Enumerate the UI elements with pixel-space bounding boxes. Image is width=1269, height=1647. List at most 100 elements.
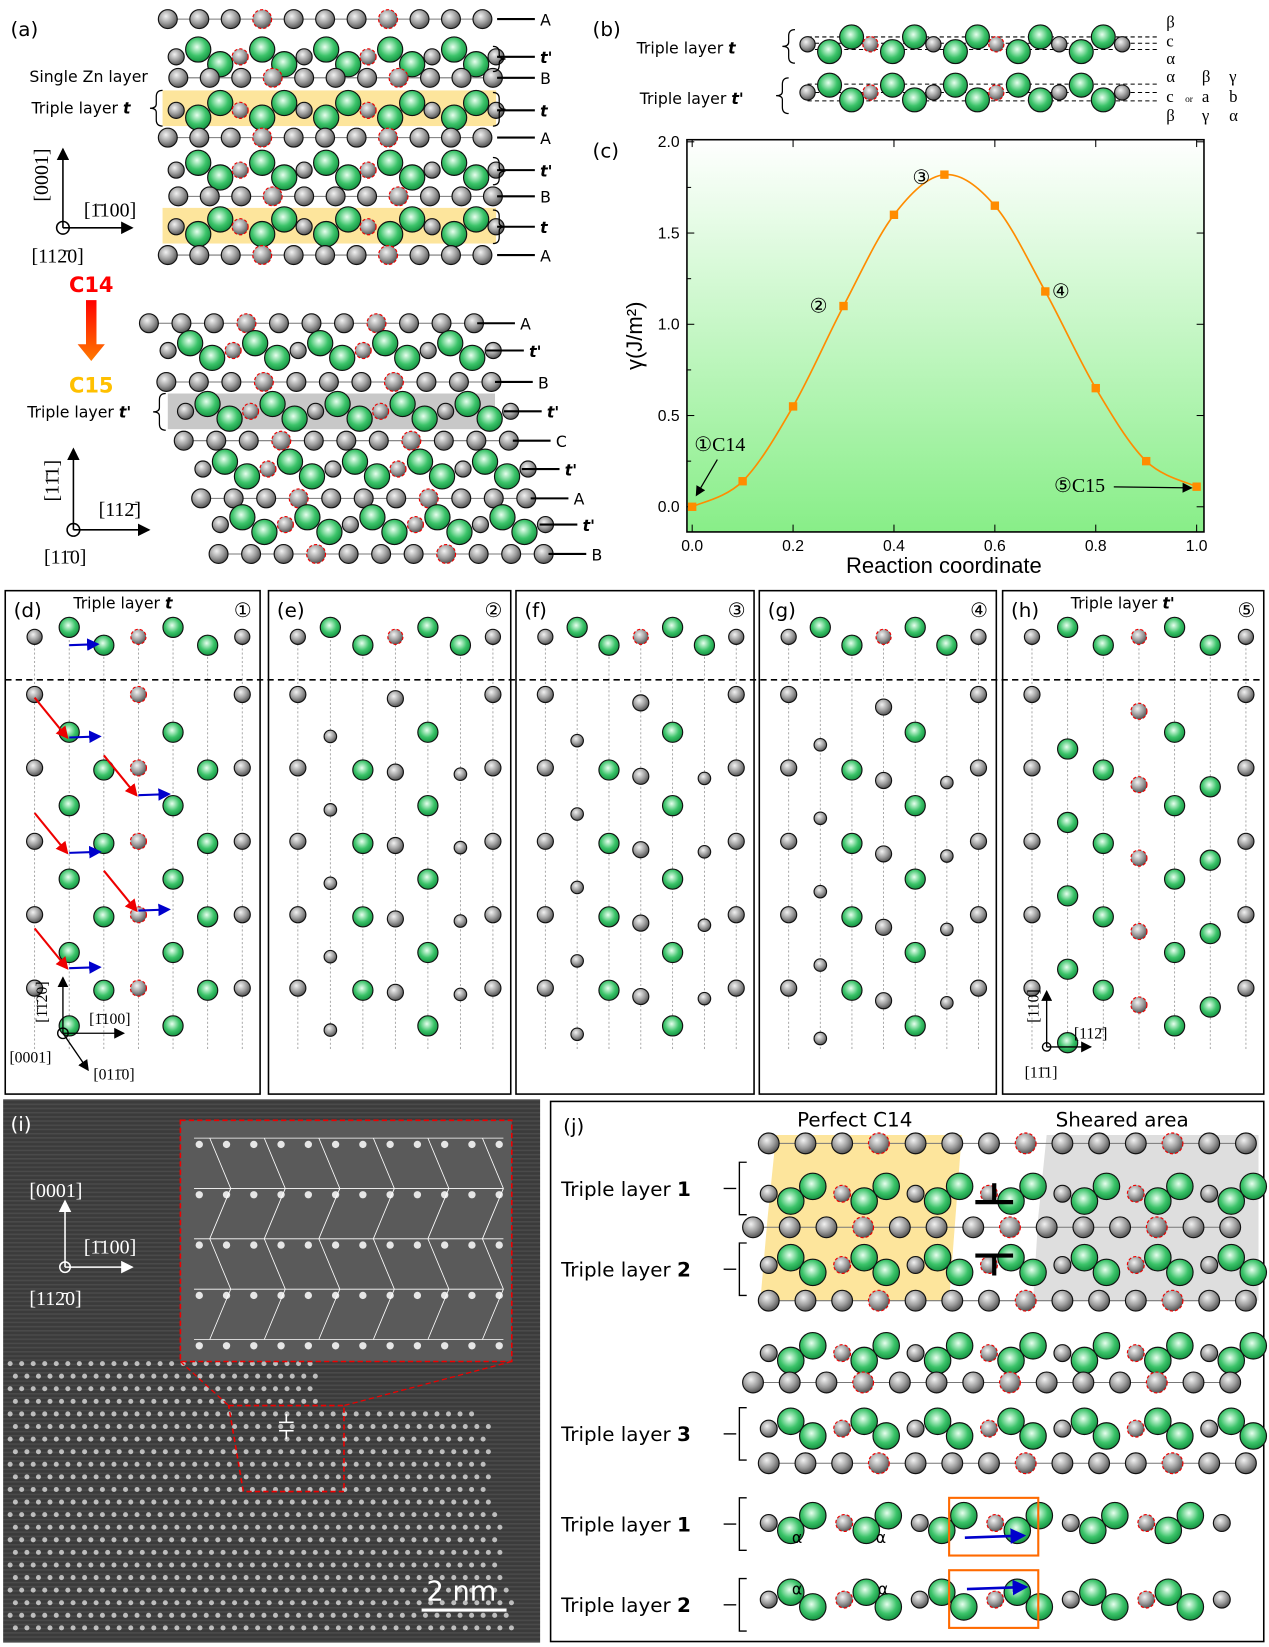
atom-column — [365, 1562, 371, 1568]
atom-column — [93, 1499, 99, 1505]
atom-column — [215, 1562, 221, 1568]
mg-atom — [1027, 87, 1053, 113]
zn-atom — [1051, 1132, 1074, 1155]
atom-column — [82, 1398, 88, 1404]
atom-column — [319, 1562, 325, 1568]
atom-column — [105, 1625, 111, 1631]
atom-column — [111, 1386, 117, 1392]
atom-column — [116, 1549, 122, 1555]
atom-column — [116, 1373, 122, 1379]
layer-label: t' — [547, 403, 559, 422]
mg-atom — [661, 616, 684, 639]
svg-text:β: β — [1166, 12, 1175, 31]
atom-column — [12, 1575, 18, 1581]
zn-atom — [252, 9, 273, 30]
layer-label: C — [556, 432, 567, 451]
atom-column — [111, 1486, 117, 1492]
atom-column — [139, 1524, 145, 1530]
atom-column — [203, 1411, 209, 1417]
atom-column — [399, 1436, 405, 1442]
mg-atom — [1217, 1346, 1246, 1375]
mg-atom — [359, 504, 386, 531]
zn-atom — [570, 807, 584, 821]
data-point — [940, 170, 949, 179]
atom-column — [319, 1436, 325, 1442]
atom-column — [19, 1461, 25, 1467]
mg-atom — [93, 832, 115, 855]
atom-column — [255, 1625, 261, 1631]
mg-atom — [927, 1578, 956, 1607]
atom-column — [220, 1625, 226, 1631]
atom-column — [284, 1512, 290, 1518]
atom-column — [232, 1424, 238, 1430]
atom-column — [457, 1411, 463, 1417]
zn-atom — [1237, 979, 1255, 997]
zn-atom — [1023, 832, 1041, 850]
shift-arrow-icon — [69, 845, 102, 859]
zn-atom — [253, 371, 274, 392]
atom-column — [324, 1575, 330, 1581]
atom-column — [382, 1575, 388, 1581]
atom-column — [151, 1398, 157, 1404]
atom-column — [393, 1524, 399, 1530]
atom-column — [485, 1449, 491, 1455]
atom-column — [232, 1449, 238, 1455]
atom-column — [416, 1524, 422, 1530]
atom-column — [243, 1398, 249, 1404]
atom-column — [42, 1386, 48, 1392]
zn-atom — [867, 1452, 890, 1475]
atom-column — [232, 1474, 238, 1480]
mg-atom — [313, 104, 340, 131]
data-point — [788, 402, 798, 411]
atom-column — [469, 1411, 475, 1417]
zn-atom — [780, 685, 798, 704]
atom-column — [232, 1499, 238, 1505]
atom-column — [162, 1625, 168, 1631]
atom-column — [324, 1499, 330, 1505]
atom-column — [42, 1411, 48, 1417]
atom-column — [47, 1373, 53, 1379]
atom-column — [393, 1449, 399, 1455]
atom-column — [47, 1449, 53, 1455]
mg-atom — [58, 616, 80, 639]
atom-column — [342, 1612, 348, 1618]
mg-atom — [1163, 616, 1186, 639]
zn-atom — [167, 218, 185, 236]
brace — [492, 45, 506, 73]
mg-atom — [58, 868, 80, 890]
zn-atom — [323, 803, 338, 817]
zn-atom — [157, 127, 178, 148]
atom-column — [434, 1461, 440, 1467]
mg-atom — [945, 1331, 974, 1360]
atom-column — [116, 1449, 122, 1455]
atom-column — [399, 1486, 405, 1492]
atom-column — [146, 1436, 152, 1442]
atom-column — [243, 1600, 249, 1606]
atom-column — [169, 1587, 175, 1593]
zn-atom — [799, 84, 816, 101]
atom-column — [416, 1600, 422, 1606]
atom-column — [7, 1486, 13, 1492]
atom-column — [347, 1499, 353, 1505]
zn-atom — [323, 1023, 338, 1037]
atom-column — [7, 1461, 13, 1467]
atom-column — [462, 1600, 468, 1606]
atom-column — [485, 1600, 491, 1606]
mg-atom — [1019, 1172, 1047, 1201]
mg-atom — [923, 1187, 952, 1215]
zn-atom — [1126, 1256, 1145, 1275]
atom-column — [203, 1537, 209, 1543]
atom-column — [451, 1499, 457, 1505]
atom-column — [376, 1612, 382, 1618]
zn-atom — [289, 341, 307, 360]
atom-column — [47, 1575, 53, 1581]
mg-atom — [1068, 72, 1094, 98]
atom-column — [434, 1486, 440, 1492]
atom-column — [111, 1461, 117, 1467]
zn-atom — [283, 127, 304, 148]
atom-column — [422, 1411, 428, 1417]
atom-column — [480, 1461, 486, 1467]
plot-area — [686, 138, 1205, 533]
atom-column — [111, 1411, 117, 1417]
state-number: ① — [234, 599, 252, 622]
